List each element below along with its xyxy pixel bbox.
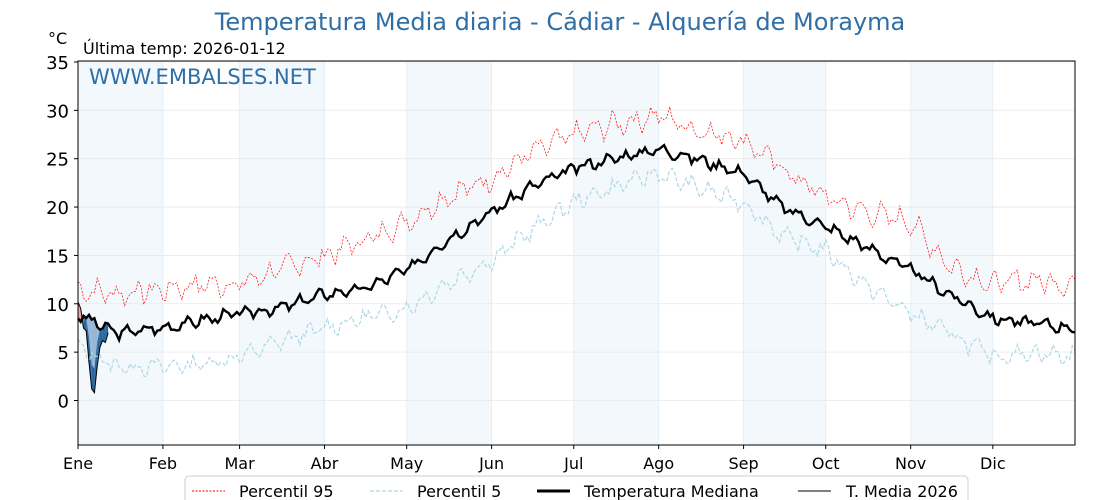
x-tick-label: Ene (63, 454, 93, 473)
x-tick-label: Feb (149, 454, 177, 473)
x-tick-label: May (390, 454, 423, 473)
y-tick-label: 20 (46, 198, 69, 219)
y-tick-label: 0 (58, 392, 69, 413)
x-tick-label: Jul (563, 454, 583, 473)
x-tick-label: Abr (311, 454, 339, 473)
y-tick-label: 15 (46, 246, 69, 267)
x-tick-label: Jun (478, 454, 504, 473)
legend-p95-label: Percentil 95 (239, 482, 334, 500)
below-median-dark-fill (97, 329, 100, 367)
legend-p5-label: Percentil 5 (417, 482, 501, 500)
y-tick-label: 25 (46, 150, 69, 171)
watermark: WWW.EMBALSES.NET (89, 65, 316, 89)
below-median-dark-fill (91, 364, 95, 393)
p95-line (77, 106, 1076, 308)
last-temp-label: Última temp: 2026-01-12 (83, 39, 286, 58)
month-band (743, 61, 826, 445)
x-tick-label: Oct (812, 454, 840, 473)
below-median-dark-fill (99, 328, 103, 348)
x-tick-label: Nov (895, 454, 926, 473)
x-tick-label: Mar (225, 454, 256, 473)
p5-line (77, 167, 1076, 378)
t-media-2026-line (77, 301, 109, 395)
month-band (573, 61, 659, 445)
month-band (910, 61, 993, 445)
month-band (78, 61, 163, 445)
legend: Percentil 95 Percentil 5 Temperatura Med… (184, 475, 969, 500)
below-median-dark-fill (83, 315, 87, 331)
chart-title: Temperatura Media diaria - Cádiar - Alqu… (214, 8, 906, 36)
x-tick-label: Ago (643, 454, 674, 473)
y-tick-label: 5 (58, 343, 69, 364)
legend-median-label: Temperatura Mediana (583, 482, 759, 500)
y-tick-label: 10 (46, 295, 69, 316)
y-unit-label: °C (48, 29, 67, 48)
month-band (406, 61, 492, 445)
below-median-dark-fill (88, 337, 92, 389)
legend-2026-label: T. Media 2026 (845, 482, 958, 500)
median-line (77, 143, 1076, 344)
plot-frame (77, 60, 1076, 446)
below-median-dark-fill (94, 342, 98, 393)
month-band (239, 61, 325, 445)
y-tick-label: 30 (46, 101, 69, 122)
below-median-dark-fill (105, 322, 109, 343)
y-tick-label: 35 (46, 53, 69, 74)
above-median-fill (78, 301, 81, 322)
x-tick-label: Dic (980, 454, 1006, 473)
x-tick-label: Sep (729, 454, 759, 473)
